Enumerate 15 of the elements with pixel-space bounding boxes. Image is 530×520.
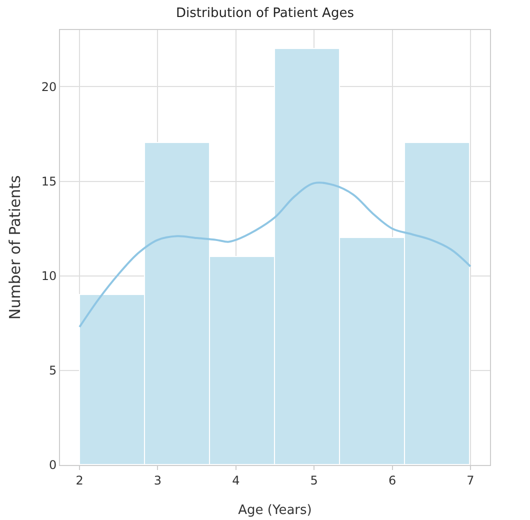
y-tick-label: 15 [41,174,57,188]
x-tick-label: 4 [232,473,240,488]
x-tick-label: 3 [154,473,162,488]
chart-title: Distribution of Patient Ages [176,6,354,21]
y-tick-label: 0 [48,458,57,472]
y-tick-label: 20 [41,80,57,94]
y-axis-title: Number of Patients [6,175,24,320]
x-tick-label: 5 [310,473,318,488]
y-tick-label: 10 [41,269,57,284]
x-tick-label: 6 [388,473,396,488]
y-tick-label: 5 [48,364,57,378]
x-tick-label: 2 [76,473,84,488]
x-tick-label: 7 [466,473,474,488]
line-series [78,182,472,328]
x-axis-title: Age (Years) [238,503,312,518]
